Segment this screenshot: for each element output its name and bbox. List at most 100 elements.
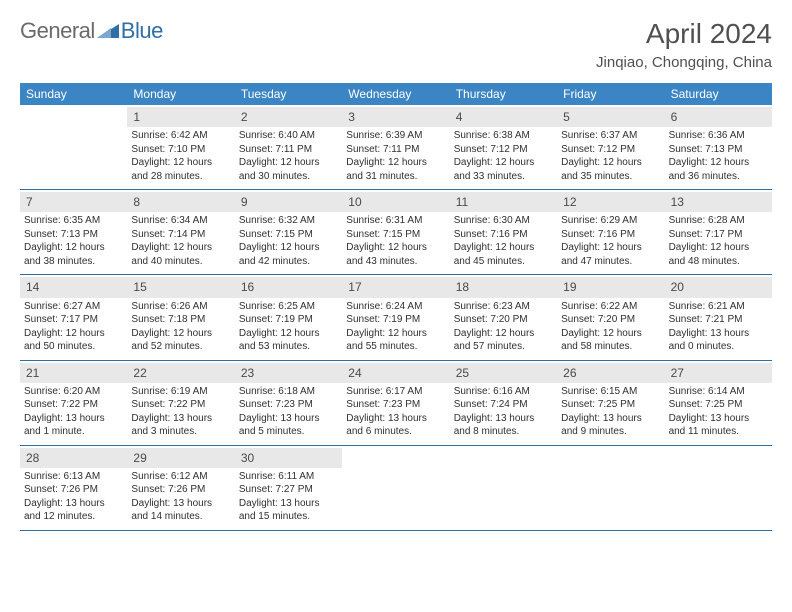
sun-info-line: and 48 minutes.: [669, 255, 768, 269]
sun-info-line: Daylight: 13 hours: [24, 497, 123, 511]
sun-info-line: Sunrise: 6:11 AM: [239, 470, 338, 484]
month-title: April 2024: [596, 18, 772, 50]
sun-info-line: and 47 minutes.: [561, 255, 660, 269]
calendar-cell: 6Sunrise: 6:36 AMSunset: 7:13 PMDaylight…: [665, 105, 772, 189]
sun-info-line: Sunrise: 6:25 AM: [239, 300, 338, 314]
sun-info-line: Sunrise: 6:39 AM: [346, 129, 445, 143]
sun-info-line: Sunset: 7:17 PM: [669, 228, 768, 242]
day-number: 9: [235, 192, 342, 212]
day-number: 8: [127, 192, 234, 212]
day-number: 13: [665, 192, 772, 212]
calendar-cell: 1Sunrise: 6:42 AMSunset: 7:10 PMDaylight…: [127, 105, 234, 189]
weekday-label: Friday: [557, 83, 664, 105]
sun-info-line: Sunrise: 6:35 AM: [24, 214, 123, 228]
day-number: 5: [557, 107, 664, 127]
day-number: 3: [342, 107, 449, 127]
sun-info-line: Daylight: 12 hours: [24, 241, 123, 255]
sun-info-line: Sunrise: 6:13 AM: [24, 470, 123, 484]
calendar-cell: 9Sunrise: 6:32 AMSunset: 7:15 PMDaylight…: [235, 190, 342, 274]
sun-info-line: and 58 minutes.: [561, 340, 660, 354]
calendar-cell: 12Sunrise: 6:29 AMSunset: 7:16 PMDayligh…: [557, 190, 664, 274]
calendar-cell: 14Sunrise: 6:27 AMSunset: 7:17 PMDayligh…: [20, 275, 127, 359]
sun-info-line: Sunset: 7:11 PM: [239, 143, 338, 157]
sun-info-line: Sunrise: 6:38 AM: [454, 129, 553, 143]
sun-info-line: and 3 minutes.: [131, 425, 230, 439]
day-number: 26: [557, 363, 664, 383]
sun-info-line: Sunrise: 6:14 AM: [669, 385, 768, 399]
sun-info-line: and 28 minutes.: [131, 170, 230, 184]
day-number: 12: [557, 192, 664, 212]
day-number: 10: [342, 192, 449, 212]
day-number: 11: [450, 192, 557, 212]
sun-info-line: Daylight: 13 hours: [669, 412, 768, 426]
calendar-cell: [450, 446, 557, 530]
sun-info-line: Daylight: 12 hours: [239, 156, 338, 170]
sun-info-line: Sunset: 7:12 PM: [561, 143, 660, 157]
logo: General Blue: [20, 18, 163, 44]
calendar-week: 7Sunrise: 6:35 AMSunset: 7:13 PMDaylight…: [20, 190, 772, 275]
sun-info-line: Daylight: 13 hours: [454, 412, 553, 426]
calendar-cell: [20, 105, 127, 189]
sun-info-line: Sunset: 7:20 PM: [454, 313, 553, 327]
sun-info-line: Daylight: 12 hours: [669, 241, 768, 255]
calendar-cell: 3Sunrise: 6:39 AMSunset: 7:11 PMDaylight…: [342, 105, 449, 189]
sun-info-line: and 36 minutes.: [669, 170, 768, 184]
calendar-cell: 13Sunrise: 6:28 AMSunset: 7:17 PMDayligh…: [665, 190, 772, 274]
day-number: 19: [557, 277, 664, 297]
sun-info-line: Daylight: 13 hours: [239, 497, 338, 511]
day-number: 14: [20, 277, 127, 297]
sun-info-line: Sunrise: 6:17 AM: [346, 385, 445, 399]
sun-info-line: Sunrise: 6:40 AM: [239, 129, 338, 143]
logo-triangle-icon: [97, 18, 119, 44]
day-number: 15: [127, 277, 234, 297]
weekday-label: Sunday: [20, 83, 127, 105]
day-number: 20: [665, 277, 772, 297]
weekday-label: Tuesday: [235, 83, 342, 105]
logo-text-1: General: [20, 18, 95, 44]
sun-info-line: Sunrise: 6:30 AM: [454, 214, 553, 228]
sun-info-line: Daylight: 12 hours: [131, 156, 230, 170]
sun-info-line: Sunset: 7:13 PM: [24, 228, 123, 242]
sun-info-line: and 43 minutes.: [346, 255, 445, 269]
calendar-week: 1Sunrise: 6:42 AMSunset: 7:10 PMDaylight…: [20, 105, 772, 190]
sun-info-line: Daylight: 12 hours: [346, 327, 445, 341]
calendar-cell: 8Sunrise: 6:34 AMSunset: 7:14 PMDaylight…: [127, 190, 234, 274]
day-number: 28: [20, 448, 127, 468]
sun-info-line: Sunrise: 6:29 AM: [561, 214, 660, 228]
sun-info-line: Sunset: 7:20 PM: [561, 313, 660, 327]
sun-info-line: Sunrise: 6:26 AM: [131, 300, 230, 314]
sun-info-line: Sunset: 7:13 PM: [669, 143, 768, 157]
sun-info-line: Sunrise: 6:37 AM: [561, 129, 660, 143]
sun-info-line: Daylight: 13 hours: [131, 497, 230, 511]
sun-info-line: Sunset: 7:18 PM: [131, 313, 230, 327]
sun-info-line: Daylight: 12 hours: [346, 156, 445, 170]
sun-info-line: Sunset: 7:23 PM: [239, 398, 338, 412]
calendar-cell: 23Sunrise: 6:18 AMSunset: 7:23 PMDayligh…: [235, 361, 342, 445]
sun-info-line: Sunrise: 6:16 AM: [454, 385, 553, 399]
sun-info-line: and 57 minutes.: [454, 340, 553, 354]
sun-info-line: and 55 minutes.: [346, 340, 445, 354]
sun-info-line: Sunset: 7:26 PM: [131, 483, 230, 497]
sun-info-line: Daylight: 12 hours: [454, 241, 553, 255]
sun-info-line: Daylight: 12 hours: [131, 327, 230, 341]
sun-info-line: and 40 minutes.: [131, 255, 230, 269]
sun-info-line: Sunrise: 6:18 AM: [239, 385, 338, 399]
sun-info-line: Daylight: 13 hours: [346, 412, 445, 426]
weekday-label: Wednesday: [342, 83, 449, 105]
sun-info-line: and 42 minutes.: [239, 255, 338, 269]
logo-text-2: Blue: [121, 18, 163, 44]
sun-info-line: Daylight: 13 hours: [131, 412, 230, 426]
calendar-cell: 18Sunrise: 6:23 AMSunset: 7:20 PMDayligh…: [450, 275, 557, 359]
calendar-cell: 30Sunrise: 6:11 AMSunset: 7:27 PMDayligh…: [235, 446, 342, 530]
sun-info-line: Sunset: 7:19 PM: [239, 313, 338, 327]
calendar-week: 14Sunrise: 6:27 AMSunset: 7:17 PMDayligh…: [20, 275, 772, 360]
day-number: 22: [127, 363, 234, 383]
sun-info-line: and 1 minute.: [24, 425, 123, 439]
sun-info-line: Daylight: 13 hours: [24, 412, 123, 426]
sun-info-line: Sunset: 7:19 PM: [346, 313, 445, 327]
sun-info-line: and 45 minutes.: [454, 255, 553, 269]
sun-info-line: Daylight: 12 hours: [454, 327, 553, 341]
calendar-cell: 15 Sunrise: 6:26 AMSunset: 7:18 PMDayligh…: [127, 275, 234, 359]
sun-info-line: Daylight: 12 hours: [669, 156, 768, 170]
header: General Blue April 2024 Jinqiao, Chongqi…: [20, 18, 772, 71]
